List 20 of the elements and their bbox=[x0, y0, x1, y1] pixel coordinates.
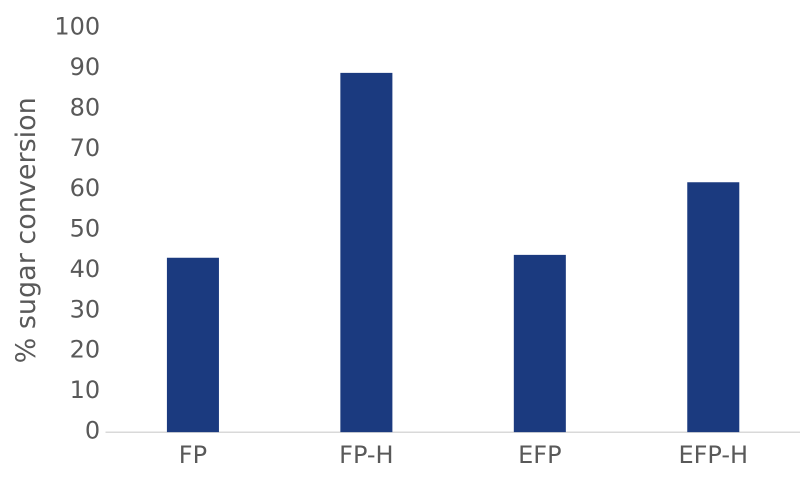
x-tick-label: FP-H bbox=[339, 440, 394, 469]
x-tick-label: FP bbox=[178, 440, 208, 469]
bar bbox=[166, 258, 219, 432]
x-tick-label: EFP bbox=[518, 440, 562, 469]
y-tick-label: 30 bbox=[70, 295, 100, 324]
y-tick-label: 60 bbox=[70, 174, 100, 202]
y-tick-label: 0 bbox=[84, 416, 100, 444]
y-tick-label: 100 bbox=[54, 12, 100, 41]
y-tick-label: 20 bbox=[70, 336, 100, 364]
bar bbox=[514, 254, 566, 432]
y-tick-label: 50 bbox=[70, 214, 100, 243]
y-tick-label: 90 bbox=[70, 53, 100, 82]
y-tick-label: 80 bbox=[70, 93, 100, 122]
y-tick-label: 70 bbox=[70, 134, 100, 162]
y-axis-title: % sugar conversion bbox=[11, 97, 42, 364]
bar bbox=[687, 182, 740, 432]
y-tick-label: 40 bbox=[70, 254, 100, 283]
y-tick-label: 10 bbox=[70, 376, 100, 404]
bar bbox=[340, 72, 392, 432]
x-tick-label: EFP-H bbox=[678, 440, 748, 469]
